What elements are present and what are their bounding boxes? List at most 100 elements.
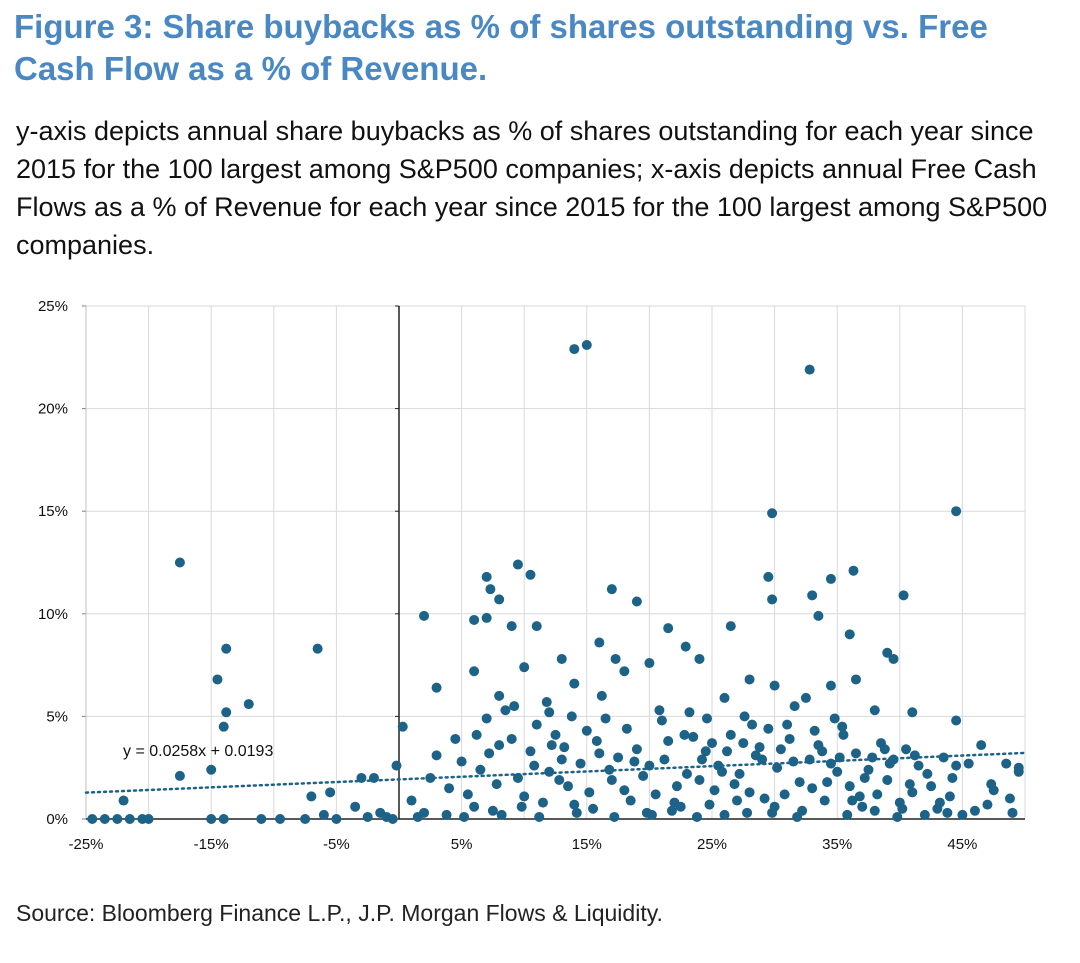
scatter-point [982, 799, 993, 810]
scatter-point [487, 805, 498, 816]
scatter-point [554, 775, 565, 786]
scatter-point [742, 807, 753, 818]
scatter-point [717, 766, 728, 777]
x-tick-label: 5% [451, 836, 473, 853]
scatter-point [494, 594, 505, 605]
scatter-point [879, 744, 890, 755]
scatter-point [919, 809, 930, 820]
scatter-point [331, 814, 342, 824]
x-tick-label: 35% [822, 836, 852, 853]
scatter-point [491, 779, 502, 790]
scatter-point [529, 760, 540, 771]
scatter-point [525, 569, 536, 580]
scatter-point [469, 666, 480, 677]
scatter-point [767, 594, 778, 605]
scatter-point [904, 779, 915, 790]
scatter-point [817, 746, 828, 757]
y-tick-label: 5% [46, 708, 68, 725]
scatter-point [484, 748, 495, 759]
tick-labels: 0% 5% 10% 15% 20% 25% -25% -15% -5% 5% 15% 25% 35% 45… [38, 298, 977, 853]
scatter-point [610, 653, 621, 664]
scatter-point [506, 621, 517, 632]
scatter-point [957, 809, 968, 820]
scatter-point [650, 789, 661, 800]
scatter-point [700, 746, 711, 757]
scatter-point [789, 701, 800, 712]
y-tick-label: 0% [46, 811, 68, 828]
scatter-point [441, 809, 452, 820]
scatter-point [350, 801, 361, 812]
scatter-point [519, 791, 530, 802]
scatter-point [221, 643, 232, 654]
scatter-point [779, 789, 790, 800]
scatter-point [174, 557, 185, 568]
scatter-point [844, 629, 855, 640]
scatter-point [947, 772, 958, 783]
scatter-point [300, 814, 311, 824]
scatter-point [506, 733, 517, 744]
scatter-point [837, 721, 848, 732]
scatter-point [671, 781, 682, 792]
scatter-point [581, 725, 592, 736]
scatter-point [825, 680, 836, 691]
scatter-point [659, 754, 670, 765]
scatter-point [544, 707, 555, 718]
scatter-point [550, 729, 561, 740]
scatter-point [707, 738, 717, 749]
scatter-point [739, 711, 750, 722]
scatter-point [591, 736, 602, 747]
scatter-point [934, 797, 945, 808]
scatter-point [691, 811, 702, 822]
scatter-point [494, 740, 505, 751]
scatter-point [804, 754, 815, 765]
scatter-point [174, 770, 185, 781]
scatter-point [888, 653, 899, 664]
scatter-point [763, 571, 774, 582]
scatter-point [481, 571, 492, 582]
scatter-point [884, 758, 895, 769]
scatter-point [621, 723, 632, 734]
y-tick-label: 15% [38, 503, 68, 520]
y-tick-label: 10% [38, 606, 68, 623]
scatter-point [212, 674, 223, 685]
scatter-point [681, 768, 692, 779]
scatter-point [938, 752, 949, 763]
scatter-point [206, 814, 217, 824]
scatter-point [631, 596, 642, 607]
scatter-point [734, 768, 745, 779]
x-tick-label: -25% [68, 836, 103, 853]
scatter-point [800, 692, 811, 703]
scatter-point [769, 680, 780, 691]
scatter-point [738, 738, 749, 749]
y-tick-label: 20% [38, 401, 68, 418]
scatter-point [694, 653, 705, 664]
scatter-point [462, 789, 473, 800]
scatter-point [666, 805, 677, 816]
x-tick-label: -5% [323, 836, 350, 853]
scatter-point [809, 725, 820, 736]
scatter-point [704, 799, 715, 810]
scatter-point [509, 701, 520, 712]
axes [82, 305, 1025, 820]
scatter-point [688, 731, 699, 742]
scatter-point [243, 699, 254, 710]
scatter-point [986, 779, 997, 790]
scatter-point [804, 364, 815, 375]
scatter-point [951, 715, 962, 726]
scatter-point [556, 653, 567, 664]
scatter-point [559, 742, 570, 753]
scatter-point [594, 748, 605, 759]
scatter-point [604, 764, 615, 775]
scatter-point [531, 621, 542, 632]
scatter-point [882, 647, 893, 658]
scatter-point [825, 758, 836, 769]
scatter-point [306, 791, 317, 802]
scatter-point [534, 811, 545, 822]
scatter-point [854, 791, 865, 802]
scatter-point [431, 750, 442, 761]
scatter-point [387, 814, 398, 824]
scatter-point [412, 811, 423, 822]
scatter-point [469, 801, 480, 812]
scatter-point [680, 641, 691, 652]
scatter-point [747, 719, 758, 730]
